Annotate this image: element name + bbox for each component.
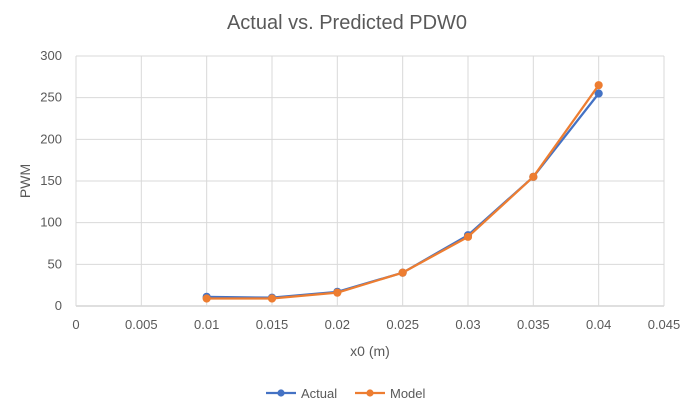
x-tick-label: 0.025 [386, 317, 419, 332]
legend-item-actual: Actual [266, 386, 337, 401]
legend-label: Model [390, 386, 426, 401]
data-point-model [529, 172, 538, 181]
y-axis-title: PWM [17, 164, 33, 198]
series-layer [202, 81, 603, 303]
data-point-model [398, 268, 407, 277]
x-tick-label: 0.02 [325, 317, 350, 332]
y-tick-label: 300 [40, 48, 62, 63]
legend-swatch-marker [277, 389, 285, 397]
y-tick-label: 50 [48, 256, 62, 271]
data-point-model [267, 294, 277, 303]
x-tick-label: 0 [72, 317, 79, 332]
x-tick-label: 0.035 [517, 317, 550, 332]
x-tick-label: 0.01 [194, 317, 219, 332]
chart-title: Actual vs. Predicted PDW0 [227, 12, 467, 34]
legend: Actual Model [266, 386, 426, 401]
data-point-model [202, 294, 211, 303]
x-tick-label: 0.015 [256, 317, 289, 332]
data-point-model [333, 288, 342, 297]
y-tick-label: 200 [40, 131, 62, 146]
legend-swatch-marker [366, 389, 374, 397]
x-axis-tick-labels: 0 0.005 0.01 0.015 0.02 0.025 0.03 0.035 0.04 0.0… [72, 317, 680, 332]
y-tick-label: 150 [40, 173, 62, 188]
x-tick-label: 0.03 [455, 317, 480, 332]
x-tick-label: 0.04 [586, 317, 611, 332]
x-tick-label: 0.045 [648, 317, 681, 332]
data-point-model [463, 232, 473, 241]
y-tick-label: 250 [40, 90, 62, 105]
legend-item-model: Model [355, 386, 426, 401]
series-model [202, 81, 603, 303]
y-tick-label: 100 [40, 215, 62, 230]
legend-label: Actual [301, 386, 337, 401]
y-axis-tick-labels: 0 50 100 150 200 250 300 [40, 48, 62, 313]
x-axis-title: x0 (m) [350, 343, 390, 359]
data-point-actual [594, 89, 603, 98]
y-tick-label: 0 [55, 298, 62, 313]
x-tick-label: 0.005 [125, 317, 158, 332]
data-point-model [594, 81, 603, 90]
gridlines [75, 55, 665, 307]
